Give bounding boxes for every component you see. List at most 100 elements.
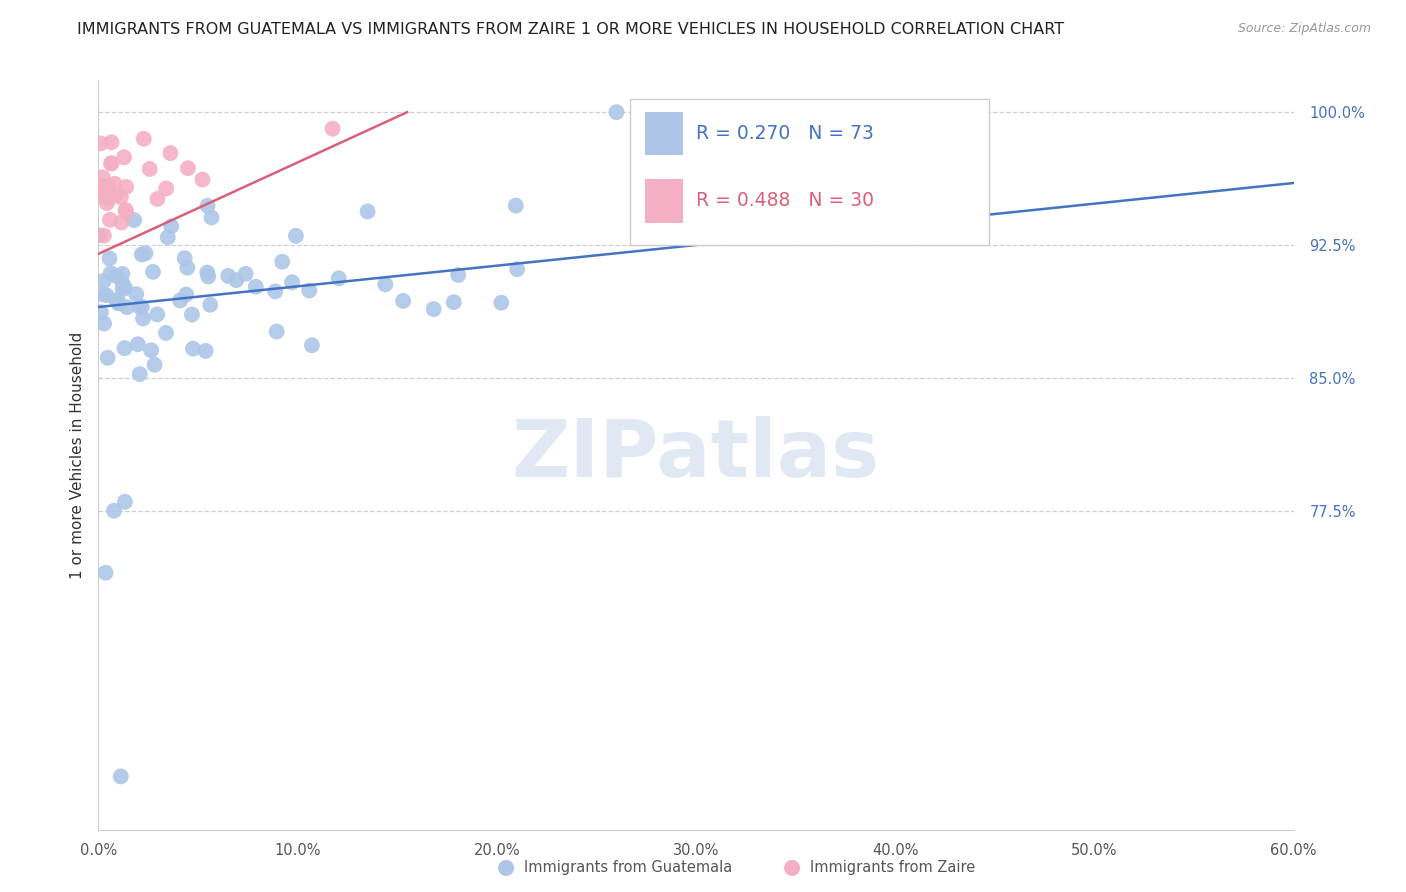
- Point: [392, 293, 415, 308]
- Point: [91, 178, 114, 193]
- Point: [94, 189, 117, 203]
- Point: [194, 343, 217, 358]
- Point: [146, 192, 169, 206]
- Point: [93, 228, 115, 243]
- Point: [422, 302, 444, 317]
- Point: [281, 275, 304, 289]
- Point: [131, 300, 153, 314]
- Point: [100, 156, 122, 170]
- Point: [107, 295, 129, 310]
- Point: [141, 343, 163, 358]
- Text: ●: ●: [498, 857, 515, 877]
- Point: [105, 269, 128, 284]
- FancyBboxPatch shape: [630, 99, 988, 245]
- Point: [94, 566, 117, 580]
- Point: [97, 181, 120, 195]
- Point: [132, 132, 155, 146]
- Point: [195, 266, 218, 280]
- Point: [98, 212, 121, 227]
- Point: [271, 254, 294, 268]
- Point: [245, 279, 267, 293]
- Point: [235, 267, 257, 281]
- Point: [96, 196, 118, 211]
- Point: [173, 251, 195, 265]
- Point: [107, 296, 129, 310]
- Point: [177, 161, 200, 176]
- Point: [138, 161, 160, 176]
- Point: [93, 274, 115, 288]
- Point: [127, 337, 149, 351]
- Point: [111, 267, 134, 281]
- Point: [191, 172, 214, 186]
- Point: [132, 311, 155, 326]
- Text: R = 0.270   N = 73: R = 0.270 N = 73: [696, 124, 875, 143]
- Point: [112, 150, 135, 164]
- Point: [115, 205, 138, 219]
- Point: [197, 199, 219, 213]
- Point: [443, 295, 465, 310]
- Text: ●: ●: [783, 857, 800, 877]
- Point: [176, 260, 198, 275]
- Point: [143, 358, 166, 372]
- Point: [110, 769, 132, 783]
- Point: [114, 495, 136, 509]
- Point: [155, 326, 177, 340]
- Point: [174, 287, 197, 301]
- Point: [200, 298, 222, 312]
- Bar: [644, 112, 683, 155]
- Point: [264, 285, 287, 299]
- Point: [89, 136, 111, 151]
- Point: [322, 121, 344, 136]
- Point: [94, 187, 117, 202]
- Point: [146, 307, 169, 321]
- Point: [505, 199, 527, 213]
- Point: [169, 293, 191, 308]
- Point: [298, 284, 321, 298]
- Point: [605, 105, 627, 120]
- Point: [128, 300, 150, 314]
- Point: [328, 271, 350, 285]
- Point: [91, 287, 114, 301]
- Text: R = 0.488   N = 30: R = 0.488 N = 30: [696, 192, 875, 211]
- Point: [115, 180, 138, 194]
- Text: ZIPatlas: ZIPatlas: [512, 416, 880, 494]
- Point: [105, 293, 128, 308]
- Point: [90, 305, 112, 319]
- Point: [200, 211, 222, 225]
- Point: [114, 202, 136, 217]
- Point: [100, 266, 122, 280]
- Point: [114, 341, 136, 355]
- Point: [160, 219, 183, 234]
- Point: [181, 342, 204, 356]
- Point: [103, 177, 125, 191]
- Point: [97, 351, 120, 365]
- Point: [225, 273, 247, 287]
- Point: [100, 156, 122, 170]
- Text: Immigrants from Zaire: Immigrants from Zaire: [810, 860, 976, 874]
- Point: [197, 269, 219, 284]
- Point: [111, 277, 134, 291]
- Point: [100, 135, 122, 149]
- Bar: [644, 179, 683, 223]
- Point: [91, 170, 114, 185]
- Point: [159, 146, 181, 161]
- Point: [93, 317, 115, 331]
- Point: [356, 204, 378, 219]
- Point: [217, 268, 239, 283]
- Point: [96, 288, 118, 302]
- Text: Source: ZipAtlas.com: Source: ZipAtlas.com: [1237, 22, 1371, 36]
- Point: [131, 247, 153, 261]
- Point: [156, 230, 179, 244]
- Point: [155, 181, 177, 195]
- Point: [104, 188, 127, 202]
- Point: [115, 300, 138, 314]
- Point: [98, 252, 121, 266]
- Point: [506, 262, 529, 277]
- Point: [98, 192, 121, 206]
- Point: [110, 190, 132, 204]
- Text: Immigrants from Guatemala: Immigrants from Guatemala: [524, 860, 733, 874]
- Point: [266, 325, 288, 339]
- Point: [125, 287, 148, 301]
- Point: [374, 277, 396, 292]
- Text: IMMIGRANTS FROM GUATEMALA VS IMMIGRANTS FROM ZAIRE 1 OR MORE VEHICLES IN HOUSEHO: IMMIGRANTS FROM GUATEMALA VS IMMIGRANTS …: [77, 22, 1064, 37]
